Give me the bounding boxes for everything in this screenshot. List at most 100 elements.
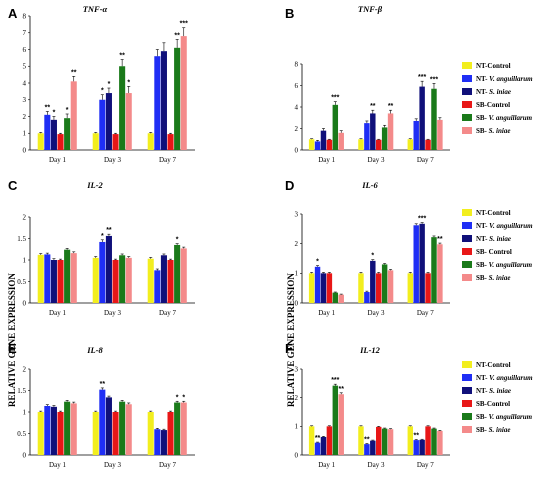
bar xyxy=(92,412,99,455)
significance-label: * xyxy=(53,110,56,117)
legend-swatch xyxy=(462,374,472,381)
bar xyxy=(174,244,181,303)
significance-label: * xyxy=(66,107,69,114)
x-tick-label: Day 3 xyxy=(368,461,385,469)
y-tick-label: 0.5 xyxy=(17,430,26,438)
bar xyxy=(180,36,187,150)
bar xyxy=(370,440,376,455)
legend-swatch xyxy=(462,261,472,268)
bar xyxy=(320,273,327,303)
bar xyxy=(147,258,154,303)
bar xyxy=(314,266,321,303)
y-tick-label: 1 xyxy=(295,423,299,431)
bar xyxy=(314,141,321,150)
y-tick-label: 5 xyxy=(23,63,27,71)
significance-label: ** xyxy=(106,227,112,234)
bar xyxy=(387,113,394,150)
bar xyxy=(320,130,327,150)
y-tick-label: 0 xyxy=(23,451,27,459)
bar xyxy=(413,120,419,150)
chart-panel-e: E IL-8 0 0.5 1 1.5 2 Day 1 ** Day 3 * * Day 7 xyxy=(8,341,195,469)
bar xyxy=(437,119,443,150)
bar xyxy=(37,254,44,303)
bar xyxy=(326,273,333,303)
significance-label: ** xyxy=(100,381,106,388)
bar xyxy=(387,429,394,455)
x-tick-label: Day 3 xyxy=(368,309,385,317)
bar xyxy=(44,254,51,303)
bar xyxy=(308,139,315,150)
legend-swatch xyxy=(462,62,472,69)
legend-label: NT-Control xyxy=(476,361,511,369)
bar xyxy=(70,81,77,150)
legend-swatch xyxy=(462,222,472,229)
significance-label: ** xyxy=(174,32,180,39)
bar xyxy=(112,412,119,455)
bar xyxy=(326,139,333,150)
legend-label: SB-Control xyxy=(476,101,510,109)
x-tick-label: Day 7 xyxy=(159,156,176,164)
significance-label: *** xyxy=(331,377,339,384)
legend-label: SB- S. iniae xyxy=(476,127,510,135)
bar xyxy=(431,237,437,303)
bar xyxy=(308,273,315,303)
x-tick-label: Day 7 xyxy=(159,309,176,317)
bar xyxy=(147,412,154,455)
x-tick-label: Day 1 xyxy=(318,461,335,469)
x-tick-label: Day 1 xyxy=(318,156,335,164)
bar xyxy=(413,225,419,303)
bar xyxy=(376,426,382,455)
bar xyxy=(437,430,443,455)
y-tick-label: 0 xyxy=(23,299,27,307)
bar xyxy=(112,260,119,303)
bar xyxy=(332,104,339,150)
significance-label: * xyxy=(316,259,319,266)
legend-label: NT- S. iniae xyxy=(476,88,511,96)
y-tick-label: 1 xyxy=(295,270,299,278)
significance-label: *** xyxy=(418,74,426,81)
x-tick-label: Day 7 xyxy=(159,461,176,469)
bar xyxy=(50,119,57,150)
panel-letter: E xyxy=(8,341,17,356)
y-tick-label: 2 xyxy=(23,365,27,373)
significance-label: ** xyxy=(71,69,77,76)
legend: NT-Control NT- V. anguillarum NT- S. iniae… xyxy=(462,361,533,434)
bar xyxy=(370,260,376,303)
y-tick-label: 1.5 xyxy=(17,387,26,395)
y-tick-label: 0 xyxy=(295,146,299,154)
legend: NT-Control NT- V. anguillarum NT- S. iniae… xyxy=(462,62,533,135)
bar xyxy=(425,273,431,303)
y-tick-label: 1 xyxy=(23,256,27,264)
y-tick-label: 4 xyxy=(295,103,299,111)
y-tick-label: 1 xyxy=(23,408,27,416)
bar xyxy=(381,127,388,150)
bar xyxy=(180,402,187,455)
bar xyxy=(326,426,333,455)
legend-swatch xyxy=(462,101,472,108)
x-tick-label: Day 7 xyxy=(417,461,434,469)
y-tick-label: 1 xyxy=(23,130,27,138)
legend-swatch xyxy=(462,361,472,368)
significance-label: * xyxy=(101,233,104,240)
panel-letter: D xyxy=(285,178,294,193)
bar xyxy=(105,397,112,455)
bar xyxy=(419,439,425,455)
bar xyxy=(154,56,161,151)
bar xyxy=(370,113,376,150)
significance-label: * xyxy=(127,79,130,86)
y-tick-label: 2 xyxy=(295,240,299,248)
bar xyxy=(167,134,174,150)
significance-label: ** xyxy=(315,435,321,442)
bar xyxy=(119,255,126,303)
legend-swatch xyxy=(462,235,472,242)
bar xyxy=(314,442,321,455)
legend-label: SB- S. iniae xyxy=(476,426,510,434)
bar xyxy=(160,51,167,150)
bar xyxy=(308,426,315,455)
legend: NT-Control NT- V. anguillarum NT- S. iniae… xyxy=(462,209,533,282)
significance-label: ** xyxy=(45,104,51,111)
bar xyxy=(70,403,77,455)
bar xyxy=(125,404,132,455)
